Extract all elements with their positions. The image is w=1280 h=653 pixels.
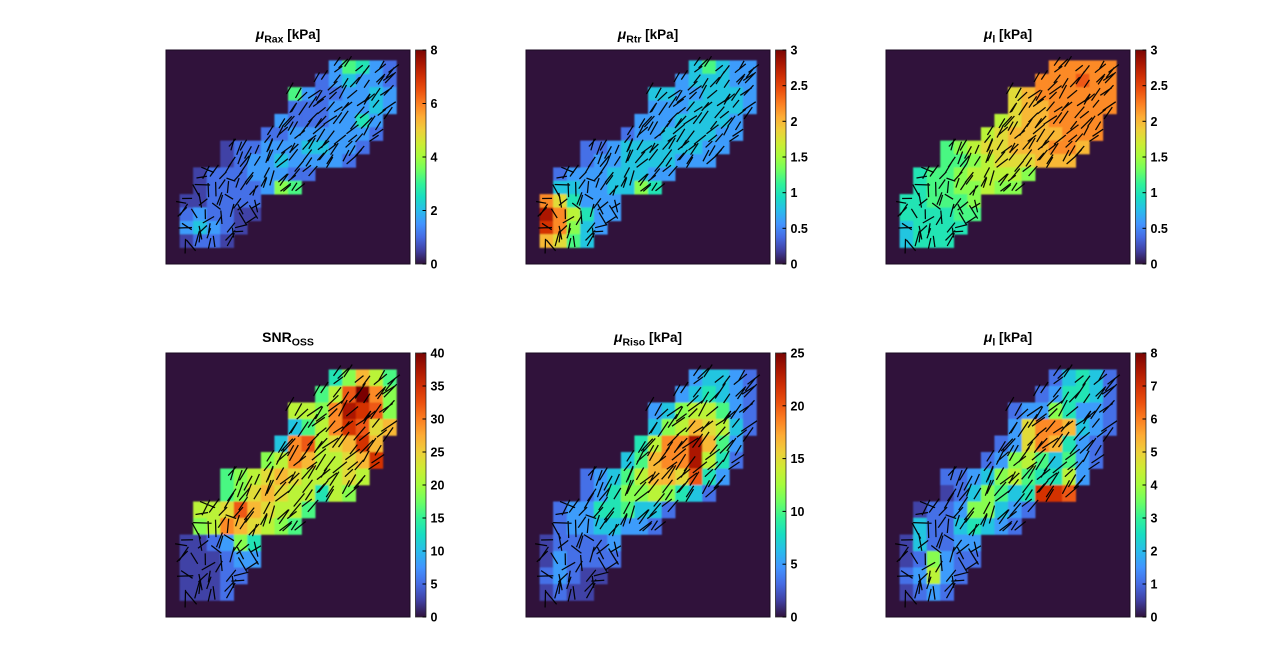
svg-text:SNROSS: SNROSS [262,329,314,349]
svg-text:5: 5 [1151,446,1158,460]
svg-text:μl [kPa]: μl [kPa] [983,329,1032,349]
svg-text:35: 35 [431,380,445,394]
svg-text:1: 1 [1151,578,1158,592]
svg-text:30: 30 [431,413,445,427]
svg-text:0.5: 0.5 [1151,222,1168,236]
svg-text:5: 5 [791,558,798,572]
svg-text:6: 6 [431,97,438,111]
svg-text:25: 25 [431,446,445,460]
svg-text:0.5: 0.5 [791,222,808,236]
svg-text:0: 0 [431,611,438,625]
svg-text:2: 2 [791,115,798,129]
svg-text:10: 10 [431,545,445,559]
svg-text:2.5: 2.5 [791,79,808,93]
svg-text:0: 0 [1151,611,1158,625]
svg-text:40: 40 [431,347,445,361]
svg-text:4: 4 [1151,479,1158,493]
svg-text:25: 25 [791,347,805,361]
svg-text:μRax [kPa]: μRax [kPa] [255,26,320,46]
svg-text:0: 0 [791,258,798,272]
svg-text:μRtr [kPa]: μRtr [kPa] [617,26,678,46]
svg-text:7: 7 [1151,380,1158,394]
svg-text:1.5: 1.5 [791,151,808,165]
svg-text:8: 8 [1151,347,1158,361]
svg-text:μl [kPa]: μl [kPa] [983,26,1032,46]
svg-text:3: 3 [1151,44,1158,58]
svg-text:1.5: 1.5 [1151,151,1168,165]
svg-text:3: 3 [791,44,798,58]
svg-text:15: 15 [431,512,445,526]
svg-text:8: 8 [431,44,438,58]
svg-text:20: 20 [791,399,805,413]
svg-text:0: 0 [1151,258,1158,272]
svg-text:3: 3 [1151,512,1158,526]
svg-text:15: 15 [791,452,805,466]
svg-text:6: 6 [1151,413,1158,427]
svg-text:μRiso [kPa]: μRiso [kPa] [613,329,682,349]
svg-text:1: 1 [791,186,798,200]
svg-text:2: 2 [1151,115,1158,129]
svg-text:2: 2 [1151,545,1158,559]
svg-text:5: 5 [431,578,438,592]
svg-text:2: 2 [431,204,438,218]
svg-text:4: 4 [431,151,438,165]
svg-text:0: 0 [431,258,438,272]
svg-text:10: 10 [791,505,805,519]
svg-text:2.5: 2.5 [1151,79,1168,93]
svg-text:20: 20 [431,479,445,493]
svg-text:0: 0 [791,611,798,625]
svg-text:1: 1 [1151,186,1158,200]
